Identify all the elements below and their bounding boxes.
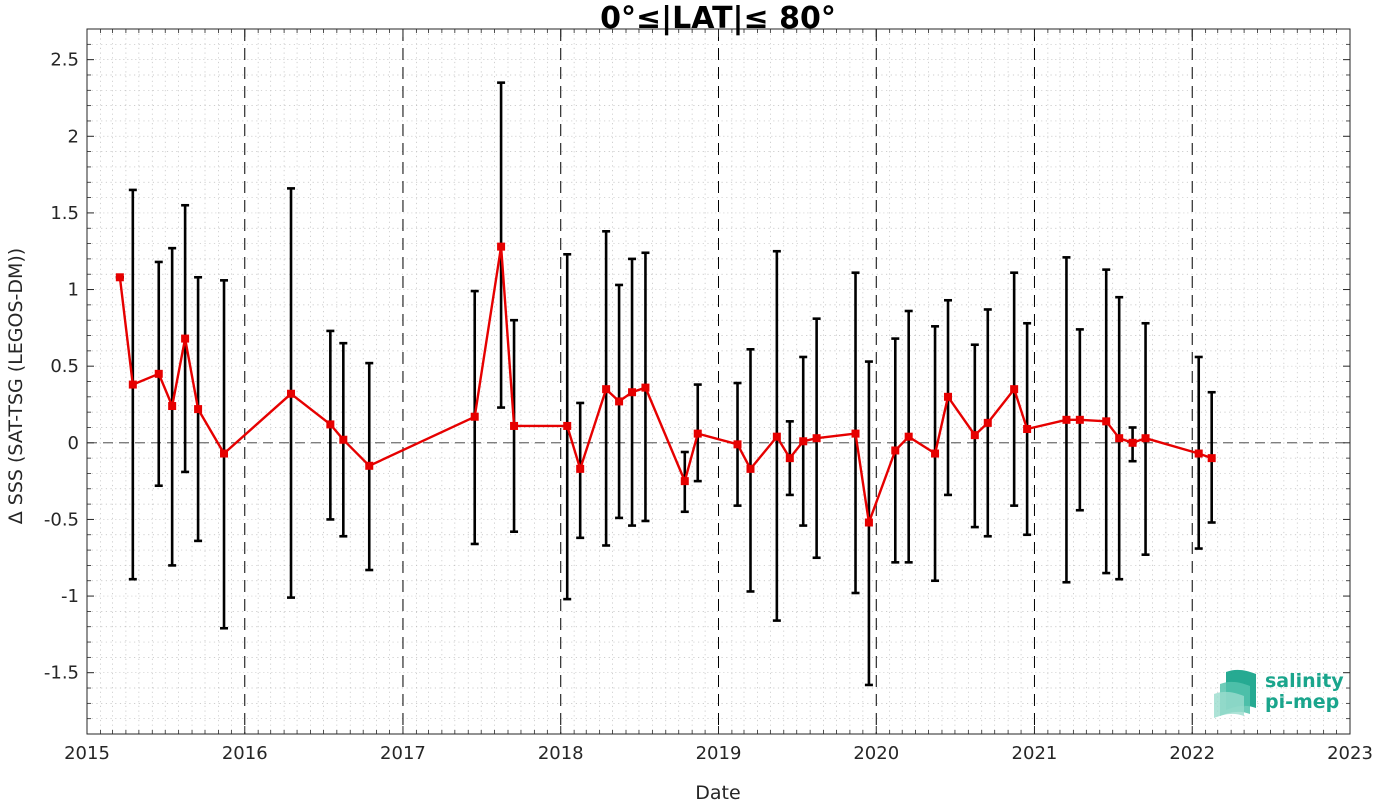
data-point (1075, 415, 1084, 424)
data-point (220, 449, 229, 458)
axis-tick-marks (86, 28, 1351, 735)
data-point (326, 420, 335, 429)
data-point (168, 402, 177, 411)
x-axis-label: Date (695, 782, 740, 801)
year-separators (244, 29, 1193, 734)
minor-grid (87, 28, 1350, 735)
data-point (128, 380, 137, 389)
y-tick-labels: -1.5 -1 -0.5 0 0.5 1 1.5 2 2.5 (44, 50, 79, 684)
data-point (628, 388, 637, 397)
data-point (746, 464, 755, 473)
x-tick-label: 2017 (380, 743, 426, 764)
data-point (470, 412, 479, 421)
y-tick-label: 1.5 (50, 203, 79, 224)
data-point (904, 432, 913, 441)
y-tick-label: 0.5 (50, 356, 79, 377)
data-point (497, 242, 506, 251)
data-point (1194, 449, 1203, 458)
x-tick-label: 2023 (1327, 743, 1373, 764)
data-point (891, 446, 900, 455)
data-point (115, 273, 124, 282)
data-point (772, 432, 781, 441)
data-point (339, 435, 348, 444)
data-point (1010, 385, 1019, 394)
data-point (181, 334, 190, 343)
x-tick-label: 2019 (696, 743, 742, 764)
y-tick-label: -0.5 (44, 509, 79, 530)
y-tick-label: 0 (68, 433, 79, 454)
data-point (944, 392, 953, 401)
data-point (1062, 415, 1071, 424)
x-tick-label: 2020 (853, 743, 899, 764)
data-point (287, 389, 296, 398)
data-point (1207, 454, 1216, 463)
data-point (733, 440, 742, 449)
data-point (1102, 417, 1111, 426)
data-point (510, 421, 519, 430)
data-point (693, 429, 702, 438)
y-axis-label: Δ SSS (SAT-TSG (LEGOS-DM)) (5, 248, 27, 524)
major-grid (87, 59, 1350, 674)
logo-text-salinity: salinity (1265, 670, 1344, 692)
data-point (1128, 438, 1137, 447)
data-point (983, 418, 992, 427)
data-point (799, 437, 808, 446)
data-point (931, 449, 940, 458)
x-tick-labels: 2015 2016 2017 2018 2019 2020 2021 2022 2023 (64, 743, 1373, 764)
data-point (154, 369, 163, 378)
data-point (576, 464, 585, 473)
data-point (365, 461, 374, 470)
data-point (1141, 434, 1150, 443)
data-point (970, 431, 979, 440)
data-point (864, 518, 873, 527)
data-point (194, 405, 203, 414)
data-point (602, 385, 611, 394)
data-point (1023, 425, 1032, 434)
y-tick-label: 1 (68, 280, 79, 301)
y-tick-label: 2 (68, 126, 79, 147)
data-point (641, 383, 650, 392)
data-point (563, 421, 572, 430)
series-line (118, 245, 1213, 524)
logo-text-pi-mep: pi-mep (1265, 691, 1339, 713)
logo-wave-icon (1214, 669, 1256, 718)
chart-title: 0°≤|LAT|≤ 80° (600, 1, 836, 36)
x-tick-label: 2022 (1169, 743, 1215, 764)
series-markers (115, 242, 1216, 527)
salinity-pi-mep-logo: salinity pi-mep (1214, 669, 1344, 718)
x-tick-label: 2015 (64, 743, 110, 764)
data-point (812, 434, 821, 443)
data-point (680, 477, 689, 486)
y-tick-label: -1 (61, 586, 79, 607)
data-point (615, 397, 624, 406)
y-tick-label: 2.5 (50, 50, 79, 71)
x-tick-label: 2021 (1012, 743, 1058, 764)
y-tick-label: -1.5 (44, 663, 79, 684)
data-point (1115, 434, 1124, 443)
x-tick-label: 2018 (538, 743, 584, 764)
data-point (785, 454, 794, 463)
data-point (851, 429, 860, 438)
x-tick-label: 2016 (222, 743, 268, 764)
